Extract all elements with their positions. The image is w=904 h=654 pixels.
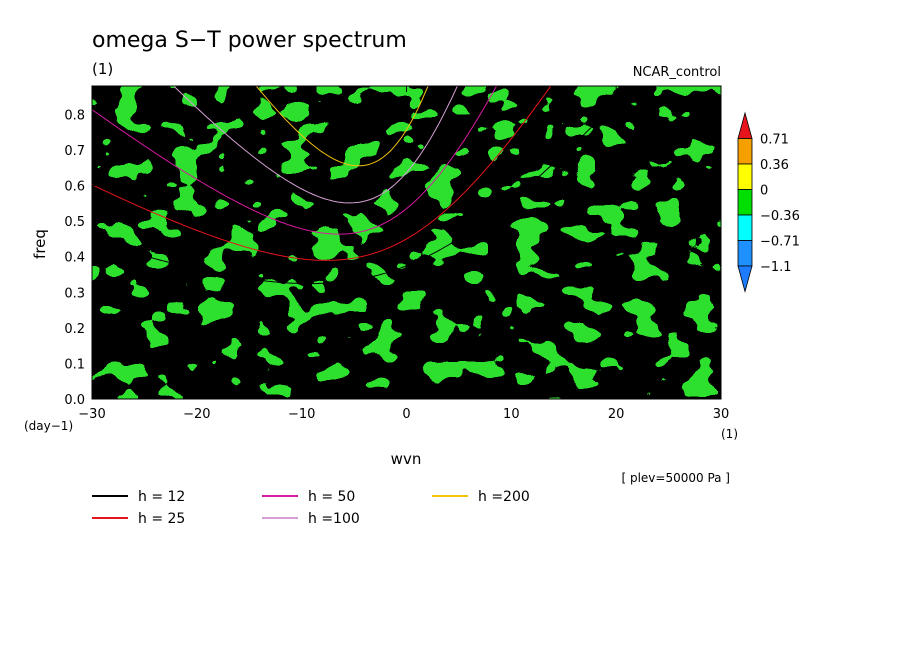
colorbar-swatch — [737, 240, 753, 267]
y-tick-label: 0.5 — [64, 215, 85, 230]
colorbar-label: −1.1 — [760, 260, 792, 275]
level-annotation: [ plev=50000 Pa ] — [621, 471, 730, 485]
legend-label: h = 50 — [308, 489, 355, 505]
chart-subtitle-left: (1) — [92, 60, 113, 78]
colorbar-label: 0.36 — [760, 158, 789, 173]
colorbar-swatch — [737, 189, 753, 216]
legend-label: h =100 — [308, 511, 360, 527]
y-tick-label: 0.3 — [64, 286, 85, 301]
colorbar-swatch — [737, 163, 753, 190]
y-tick-label: 0.6 — [64, 180, 85, 195]
colorbar-label: −0.36 — [760, 209, 800, 224]
field-high-region — [92, 86, 721, 399]
x-tick-label: −10 — [288, 407, 315, 422]
dispersion-curves — [92, 86, 633, 285]
dispersion-curve-h100 — [172, 86, 458, 204]
colorbar-swatch — [737, 214, 753, 241]
dispersion-curve-h200 — [255, 86, 429, 167]
legend: h = 12 h = 25 h = 50 h =100 h =200 — [92, 489, 530, 527]
legend-label: h = 25 — [138, 511, 185, 527]
x-tick-label: 0 — [402, 407, 410, 422]
chart-title: omega S−T power spectrum — [92, 28, 407, 53]
colorbar: 0.71 0.36 0 −0.36 −0.71 −1.1 — [737, 111, 800, 294]
x-tick-label: 30 — [713, 407, 730, 422]
y-tick-label: 0.2 — [64, 322, 85, 337]
colorbar-swatch — [737, 138, 753, 165]
colorbar-swatch — [737, 265, 753, 294]
x-tick-label: −20 — [183, 407, 210, 422]
y-tick-label: 0.1 — [64, 357, 85, 372]
y-axis-unit: (day−1) — [24, 419, 73, 433]
colorbar-swatch — [737, 111, 753, 139]
x-tick-label: −30 — [78, 407, 105, 422]
dispersion-curve-h50 — [92, 86, 498, 235]
y-tick-label: 0.7 — [64, 144, 85, 159]
x-axis-unit: (1) — [721, 427, 738, 441]
axis-ticks: −30 −20 −10 0 10 20 30 0.0 0.1 0.2 0.3 0.4 0.5 0.6 0.7… — [64, 86, 729, 422]
x-axis-label: wvn — [391, 450, 422, 468]
x-tick-label: 10 — [503, 407, 520, 422]
y-axis-label: freq — [31, 229, 49, 259]
y-tick-label: 0.4 — [64, 251, 85, 266]
y-tick-label: 0.0 — [64, 393, 85, 408]
x-tick-label: 20 — [608, 407, 625, 422]
plot-area — [92, 86, 721, 399]
legend-label: h =200 — [478, 489, 530, 505]
dispersion-curve-h25 — [92, 86, 552, 261]
y-tick-label: 0.8 — [64, 108, 85, 123]
dispersion-curve-h12 — [92, 86, 633, 285]
colorbar-label: 0 — [760, 184, 768, 199]
colorbar-label: 0.71 — [760, 133, 789, 148]
chart-subtitle-right: NCAR_control — [633, 65, 721, 80]
colorbar-label: −0.71 — [760, 235, 800, 250]
legend-label: h = 12 — [138, 489, 185, 505]
